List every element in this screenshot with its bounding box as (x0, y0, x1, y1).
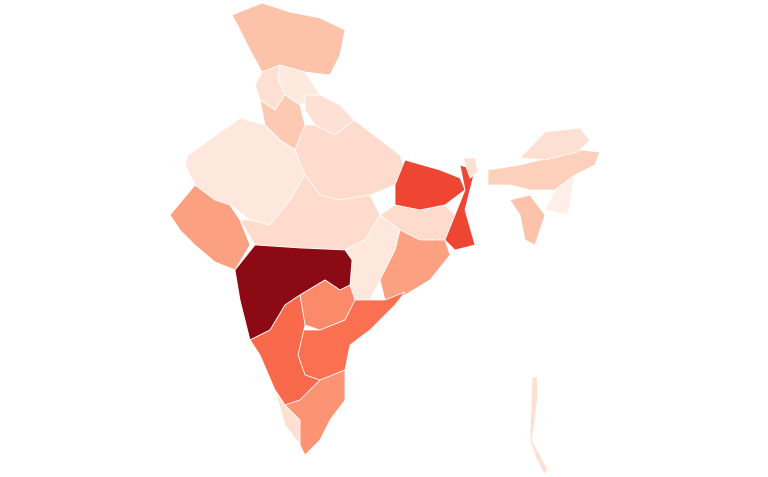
state-region (169, 184, 251, 271)
state-region (284, 369, 346, 456)
state-region (394, 159, 466, 211)
state-region (462, 157, 479, 179)
state-region (231, 2, 346, 76)
state-region (519, 127, 591, 161)
state-region (444, 164, 476, 251)
state-region (379, 229, 451, 301)
state-region (509, 194, 546, 246)
state-region (529, 375, 549, 475)
state-region (544, 174, 576, 216)
